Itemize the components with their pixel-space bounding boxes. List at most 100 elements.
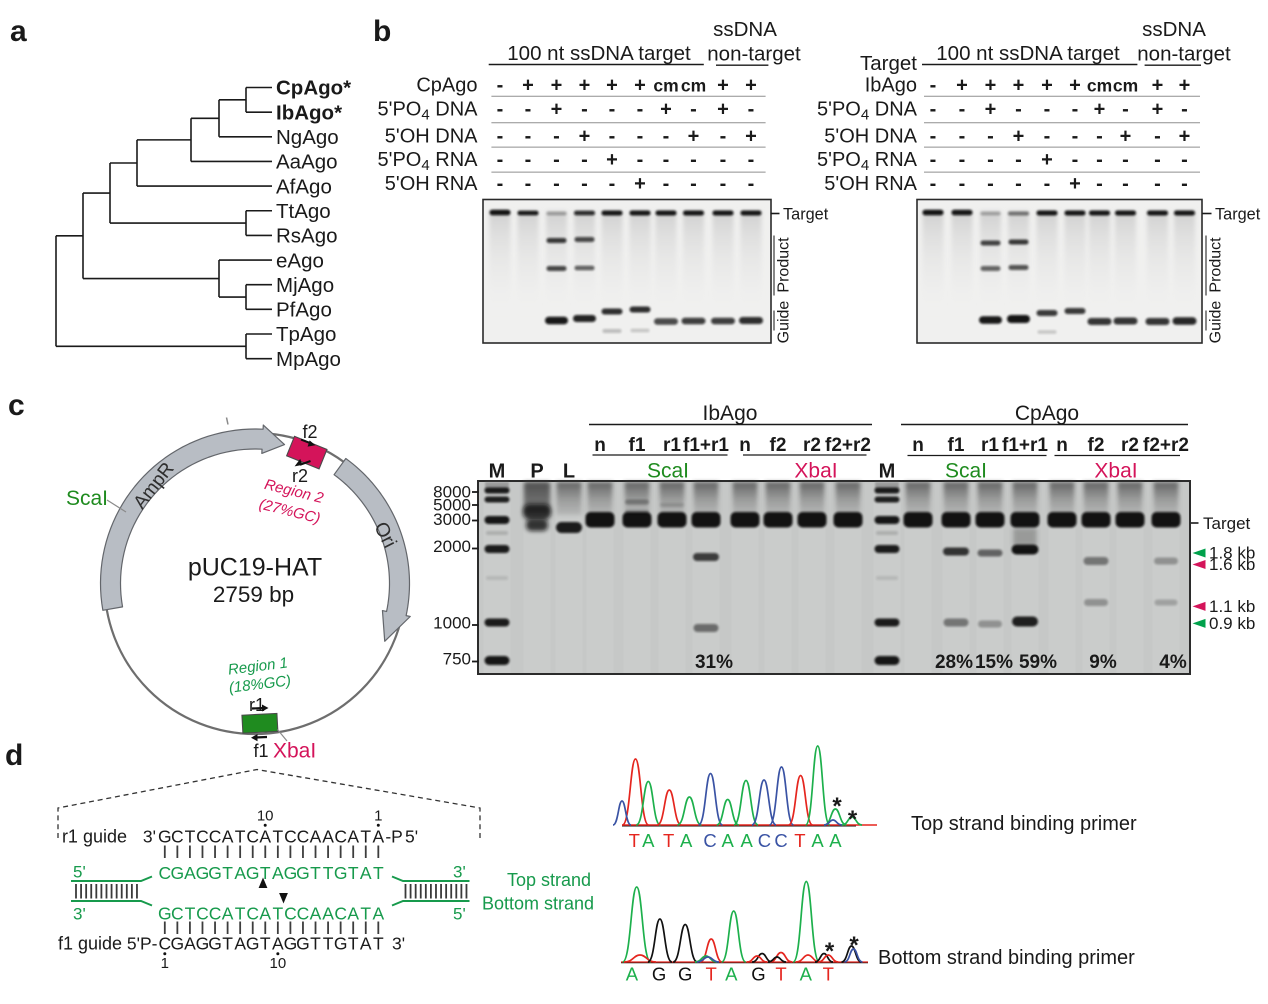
svg-text:-: -: [1044, 173, 1051, 195]
svg-text:+: +: [522, 75, 534, 97]
svg-text:ScaI: ScaI: [945, 460, 987, 483]
svg-text:A: A: [741, 830, 754, 851]
svg-text:A: A: [722, 830, 735, 851]
svg-text:G: G: [334, 934, 348, 954]
svg-text:AaAgo: AaAgo: [276, 151, 338, 174]
svg-text:C: C: [246, 903, 259, 923]
svg-text:b: b: [373, 15, 391, 48]
svg-text:ssDNA: ssDNA: [713, 18, 777, 41]
svg-text:A: A: [347, 827, 359, 847]
svg-text:T: T: [185, 827, 196, 847]
svg-text:5'PO4 RNA: 5'PO4 RNA: [817, 149, 918, 174]
svg-text:f2+r2: f2+r2: [825, 435, 871, 456]
svg-text:*: *: [832, 793, 842, 820]
svg-text:+: +: [1179, 75, 1191, 97]
svg-text:100 nt ssDNA target: 100 nt ssDNA target: [507, 42, 691, 65]
svg-text:5': 5': [405, 827, 418, 847]
svg-text:1: 1: [374, 808, 382, 825]
svg-text:M: M: [879, 461, 896, 483]
svg-text:-: -: [930, 173, 937, 195]
svg-text:-: -: [553, 126, 560, 148]
svg-text:A: A: [626, 964, 639, 985]
svg-text:*: *: [849, 932, 859, 959]
svg-text:A: A: [272, 934, 284, 954]
svg-text:n: n: [912, 435, 924, 456]
svg-text:A: A: [372, 903, 384, 923]
svg-text:r2: r2: [292, 466, 308, 486]
svg-text:T: T: [185, 903, 196, 923]
svg-text:f2: f2: [302, 422, 317, 442]
svg-text:+: +: [579, 126, 591, 148]
svg-text:C: C: [246, 827, 259, 847]
svg-text:A: A: [234, 934, 246, 954]
svg-text:A: A: [259, 903, 271, 923]
svg-text:A: A: [222, 903, 234, 923]
svg-text:-: -: [987, 126, 994, 148]
svg-text:C: C: [297, 903, 310, 923]
svg-text:n: n: [594, 435, 606, 456]
svg-text:-: -: [959, 149, 966, 171]
svg-text:+: +: [1152, 75, 1164, 97]
svg-text:-: -: [1154, 173, 1161, 195]
svg-text:A: A: [725, 964, 738, 985]
svg-text:+: +: [660, 99, 672, 121]
svg-text:ScaI: ScaI: [66, 487, 108, 510]
svg-text:CpAgo*: CpAgo*: [276, 77, 351, 100]
svg-text:-: -: [690, 149, 697, 171]
svg-text:4%: 4%: [1159, 652, 1187, 673]
svg-text:T: T: [260, 934, 271, 954]
svg-text:A: A: [829, 830, 842, 851]
svg-text:G: G: [171, 863, 185, 883]
svg-text:1.8 kb: 1.8 kb: [1209, 544, 1255, 563]
svg-text:C: C: [703, 830, 716, 851]
svg-text:750: 750: [443, 650, 471, 669]
svg-text:-: -: [930, 99, 937, 121]
svg-text:3': 3': [143, 827, 156, 847]
svg-text:2759 bp: 2759 bp: [213, 582, 294, 607]
svg-text:f2: f2: [1088, 435, 1105, 456]
svg-text:-: -: [930, 126, 937, 148]
svg-text:+: +: [745, 126, 757, 148]
svg-text:-: -: [1015, 99, 1022, 121]
svg-text:Bottom strand binding primer: Bottom strand binding primer: [878, 947, 1135, 969]
svg-text:-: -: [748, 99, 755, 121]
svg-text:XbaI: XbaI: [794, 460, 837, 483]
svg-text:-: -: [581, 173, 588, 195]
svg-text:-: -: [1181, 99, 1188, 121]
svg-text:-: -: [1181, 173, 1188, 195]
svg-text:+: +: [745, 75, 757, 97]
svg-text:T: T: [272, 903, 283, 923]
svg-text:+: +: [688, 126, 700, 148]
svg-text:-: -: [1154, 126, 1161, 148]
svg-text:100 nt ssDNA target: 100 nt ssDNA target: [936, 42, 1120, 65]
svg-text:cm: cm: [1087, 76, 1112, 96]
svg-text:A: A: [680, 830, 693, 851]
svg-text:-: -: [497, 149, 504, 171]
svg-text:Target: Target: [1203, 514, 1251, 533]
svg-text:Target: Target: [1215, 206, 1261, 224]
svg-text:Product: Product: [1208, 237, 1225, 293]
svg-text:-: -: [1044, 126, 1051, 148]
svg-text:+: +: [606, 149, 618, 171]
svg-text:T: T: [794, 830, 805, 851]
svg-text:A: A: [310, 903, 322, 923]
svg-text:G: G: [296, 863, 310, 883]
svg-text:-: -: [525, 99, 532, 121]
svg-text:A: A: [184, 934, 196, 954]
svg-text:n: n: [1056, 435, 1068, 456]
svg-text:-: -: [497, 126, 504, 148]
svg-text:-: -: [497, 173, 504, 195]
svg-text:28%: 28%: [935, 652, 973, 673]
svg-text:G: G: [208, 934, 222, 954]
svg-text:-: -: [720, 149, 727, 171]
svg-text:G: G: [196, 934, 210, 954]
svg-text:AfAgo: AfAgo: [276, 175, 332, 198]
svg-text:C: C: [284, 903, 297, 923]
svg-text:T: T: [706, 964, 717, 985]
svg-text:G: G: [284, 863, 298, 883]
svg-text:Guide: Guide: [1208, 301, 1225, 344]
svg-text:G: G: [158, 827, 172, 847]
svg-text:-: -: [748, 149, 755, 171]
svg-text:G: G: [246, 863, 260, 883]
svg-text:C: C: [334, 903, 347, 923]
